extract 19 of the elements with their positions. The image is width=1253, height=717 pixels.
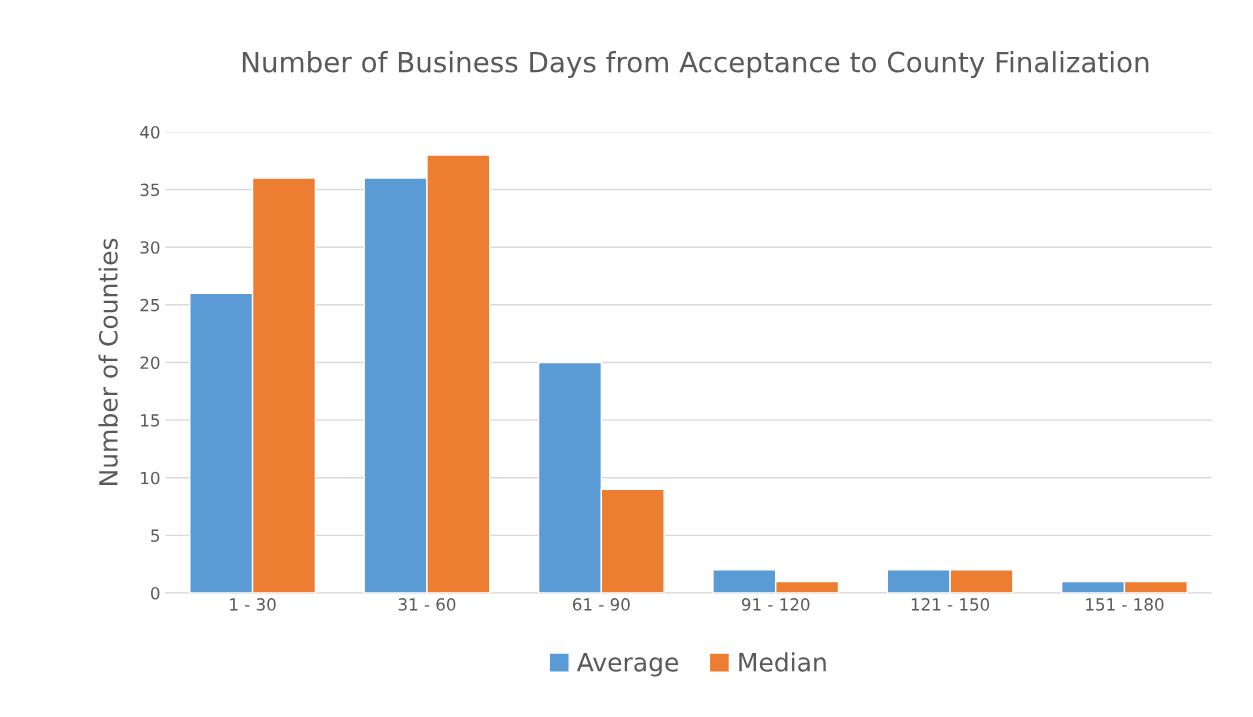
y-tick-label: 35 (140, 183, 160, 197)
y-tick-label: 20 (140, 356, 160, 370)
legend-label: Average (576, 653, 679, 677)
x-tick-label: 1 - 30 (230, 598, 276, 611)
y-tick-label: 25 (140, 298, 160, 312)
x-tick-label: 121 - 150 (911, 598, 990, 611)
y-tick-label: 5 (151, 529, 160, 542)
y-tick-label: 10 (141, 471, 160, 485)
y-tick-label: 0 (151, 586, 160, 600)
y-tick-label: 40 (140, 125, 160, 139)
chart-title: Number of Business Days from Acceptance to County Finalization (242, 51, 1149, 78)
x-tick-label: 91 - 120 (741, 598, 810, 611)
x-tick-label: 151 - 180 (1086, 598, 1164, 611)
legend-label: Median (739, 652, 826, 672)
y-axis-title: Number of Counties (98, 238, 118, 485)
x-tick-label: 61 - 90 (572, 598, 630, 611)
x-tick-label: 31 - 60 (398, 598, 456, 611)
y-tick-label: 30 (140, 241, 160, 254)
y-tick-label: 15 (141, 414, 160, 427)
